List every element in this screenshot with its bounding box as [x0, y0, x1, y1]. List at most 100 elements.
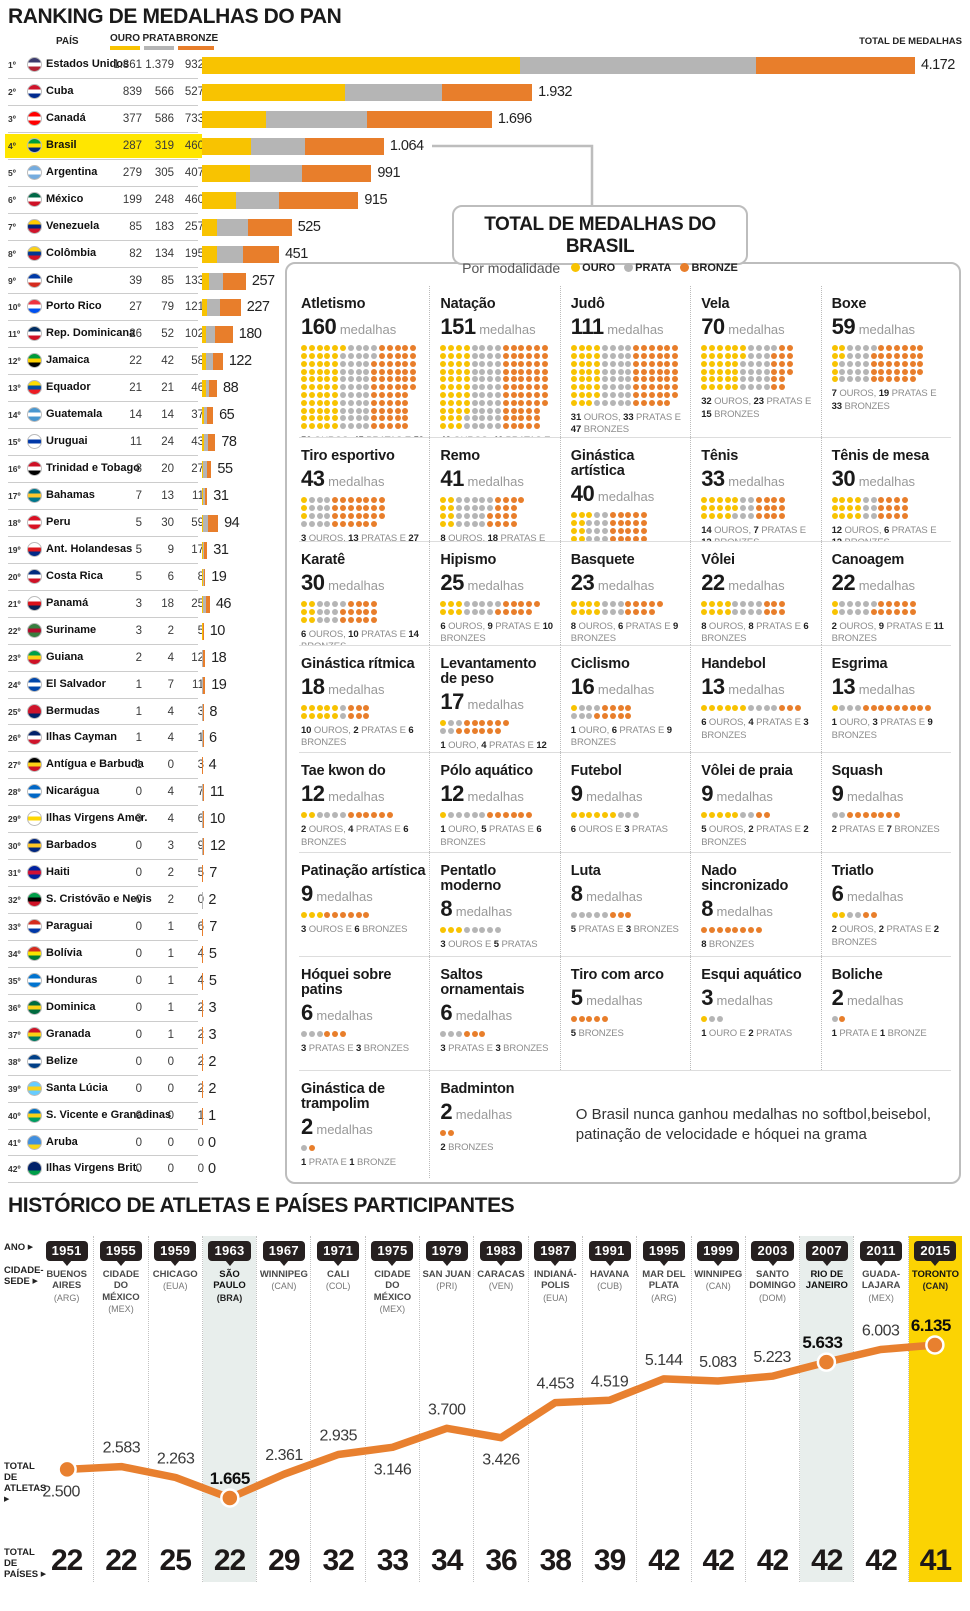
timeline-column: 2007 RIO DE JANEIRO 42	[799, 1236, 854, 1582]
silver-medal-dot	[324, 505, 331, 512]
sport-medal-unit: medalhas	[724, 682, 785, 698]
bronze-medal-dot	[371, 376, 378, 383]
silver-medal-dot	[347, 423, 354, 430]
medal-breakdown: 12 OUROS, 6 PRATAS E 12 BRONZES	[831, 524, 937, 541]
silver-bar-segment	[203, 488, 206, 505]
year-badge: 1995	[642, 1241, 685, 1261]
total-medals-label: 1.064	[389, 137, 424, 154]
bronze-medal-dot	[355, 497, 362, 504]
medal-breakdown: 5 BRONZES	[570, 1028, 624, 1040]
silver-medal-dot	[732, 601, 739, 608]
silver-medal-dot	[332, 601, 339, 608]
total-medals-label: 5	[208, 945, 217, 962]
silver-medal-dot	[747, 376, 754, 383]
silver-medal-dot	[870, 512, 877, 519]
gold-medal-dot	[724, 376, 731, 383]
silver-bar-segment	[203, 461, 207, 479]
timeline-column: 1979 SAN JUAN (PRI) 34	[419, 1236, 473, 1582]
gold-medal-dot	[301, 345, 307, 352]
bronze-count: 195	[184, 247, 204, 260]
silver-medal-dot	[570, 912, 577, 919]
silver-medal-dot	[594, 535, 601, 541]
row-divider	[8, 131, 198, 133]
silver-medal-dot	[479, 497, 486, 504]
gold-count: 2	[135, 651, 142, 664]
rank-label: 3º	[8, 113, 16, 124]
ranking-row: 20º Costa Rica 5 6 8 19	[8, 564, 962, 591]
bronze-medal-dot	[570, 1016, 577, 1023]
silver-medal-dot	[487, 505, 494, 512]
silver-medal-dot	[308, 505, 315, 512]
brazil-panel-callout: TOTAL DE MEDALHAS DO BRASIL Por modalida…	[452, 205, 748, 276]
total-medals-label: 31	[213, 541, 229, 558]
rank-label: 4º	[8, 140, 16, 151]
silver-medal-dot	[740, 497, 747, 504]
silver-bar-segment	[250, 137, 306, 155]
badge-pointer-icon	[278, 1260, 289, 1266]
host-city: WINNIPEG	[259, 1269, 308, 1280]
bronze-medal-dot	[339, 512, 346, 519]
gold-medal-dot	[316, 415, 323, 422]
year-badge-wrap: 2015	[909, 1236, 962, 1261]
gold-medal-dot	[448, 384, 455, 391]
silver-medal-dot	[747, 512, 754, 519]
silver-medal-dot	[617, 609, 624, 616]
legend-subtitle: Por modalidade	[462, 260, 561, 276]
sport-name: Saltos ornamentais	[440, 967, 525, 999]
country-name: Guatemala	[46, 408, 103, 421]
ranking-row: 28º Nicarágua 0 4 7 11	[8, 779, 962, 807]
gold-medal-dot	[831, 601, 838, 608]
sport-medal-number: 13	[701, 674, 725, 700]
bronze-medal-dot	[901, 368, 908, 375]
sport-card: Hipismo 25 medalhas 6 OUROS, 9 PRATAS E 10…	[429, 541, 560, 645]
sport-name: Natação	[440, 296, 496, 312]
bronze-medal-dot	[363, 713, 370, 720]
bronze-count: 6	[197, 921, 204, 933]
gold-medal-dot	[440, 360, 447, 367]
total-medals-label: 19	[211, 676, 227, 693]
sport-medal-number: 12	[440, 781, 464, 807]
gold-medal-dot	[301, 423, 307, 430]
bronze-count: 133	[184, 274, 204, 287]
sport-medal-unit: medalhas	[855, 322, 916, 338]
silver-medal-dot	[839, 360, 846, 367]
gold-medal-dot	[324, 360, 331, 367]
sport-medal-count: 6 medalhas	[301, 1000, 425, 1026]
gold-medal-dot	[455, 407, 462, 414]
countries-count: 42	[811, 1544, 843, 1577]
bronze-medal-dot	[518, 392, 525, 398]
gold-medal-dot	[740, 705, 747, 712]
bronze-medal-dot	[371, 497, 378, 504]
silver-medal-dot	[316, 512, 323, 519]
silver-medal-dot	[747, 601, 754, 608]
silver-bar-segment	[202, 541, 205, 559]
gold-medal-dot	[578, 345, 585, 352]
bronze-medal-dot	[308, 1145, 315, 1152]
bronze-medal-dot	[656, 360, 663, 367]
medal-dot-grid	[701, 345, 816, 391]
gold-medal-dot	[716, 384, 723, 391]
bronze-medal-dot	[625, 713, 632, 720]
label-total-paises: TOTAL DE PAÍSES ▶	[4, 1547, 47, 1580]
silver-count: 2	[167, 894, 174, 907]
silver-count: 1	[167, 921, 174, 933]
silver-medal-dot	[332, 812, 339, 819]
medal-stacked-bar	[202, 245, 280, 263]
silver-medal-dot	[487, 360, 494, 367]
bronze-medal-dot	[878, 345, 885, 352]
rank-label: 20º	[8, 571, 21, 582]
sport-medal-unit: medalhas	[452, 904, 513, 920]
silver-medal-dot	[301, 520, 307, 527]
silver-medal-dot	[625, 360, 632, 367]
gold-medal-dot	[732, 353, 739, 360]
bronze-medal-dot	[355, 713, 362, 720]
gold-medal-dot	[308, 609, 315, 616]
gold-medal-dot	[440, 609, 447, 616]
silver-medal-dot	[625, 392, 632, 398]
bronze-medal-dot	[386, 376, 393, 383]
silver-medal-dot	[862, 353, 869, 360]
sport-name: Esgrima	[831, 656, 888, 672]
country-flag-icon	[27, 1080, 42, 1096]
bronze-medal-dot	[402, 407, 409, 414]
